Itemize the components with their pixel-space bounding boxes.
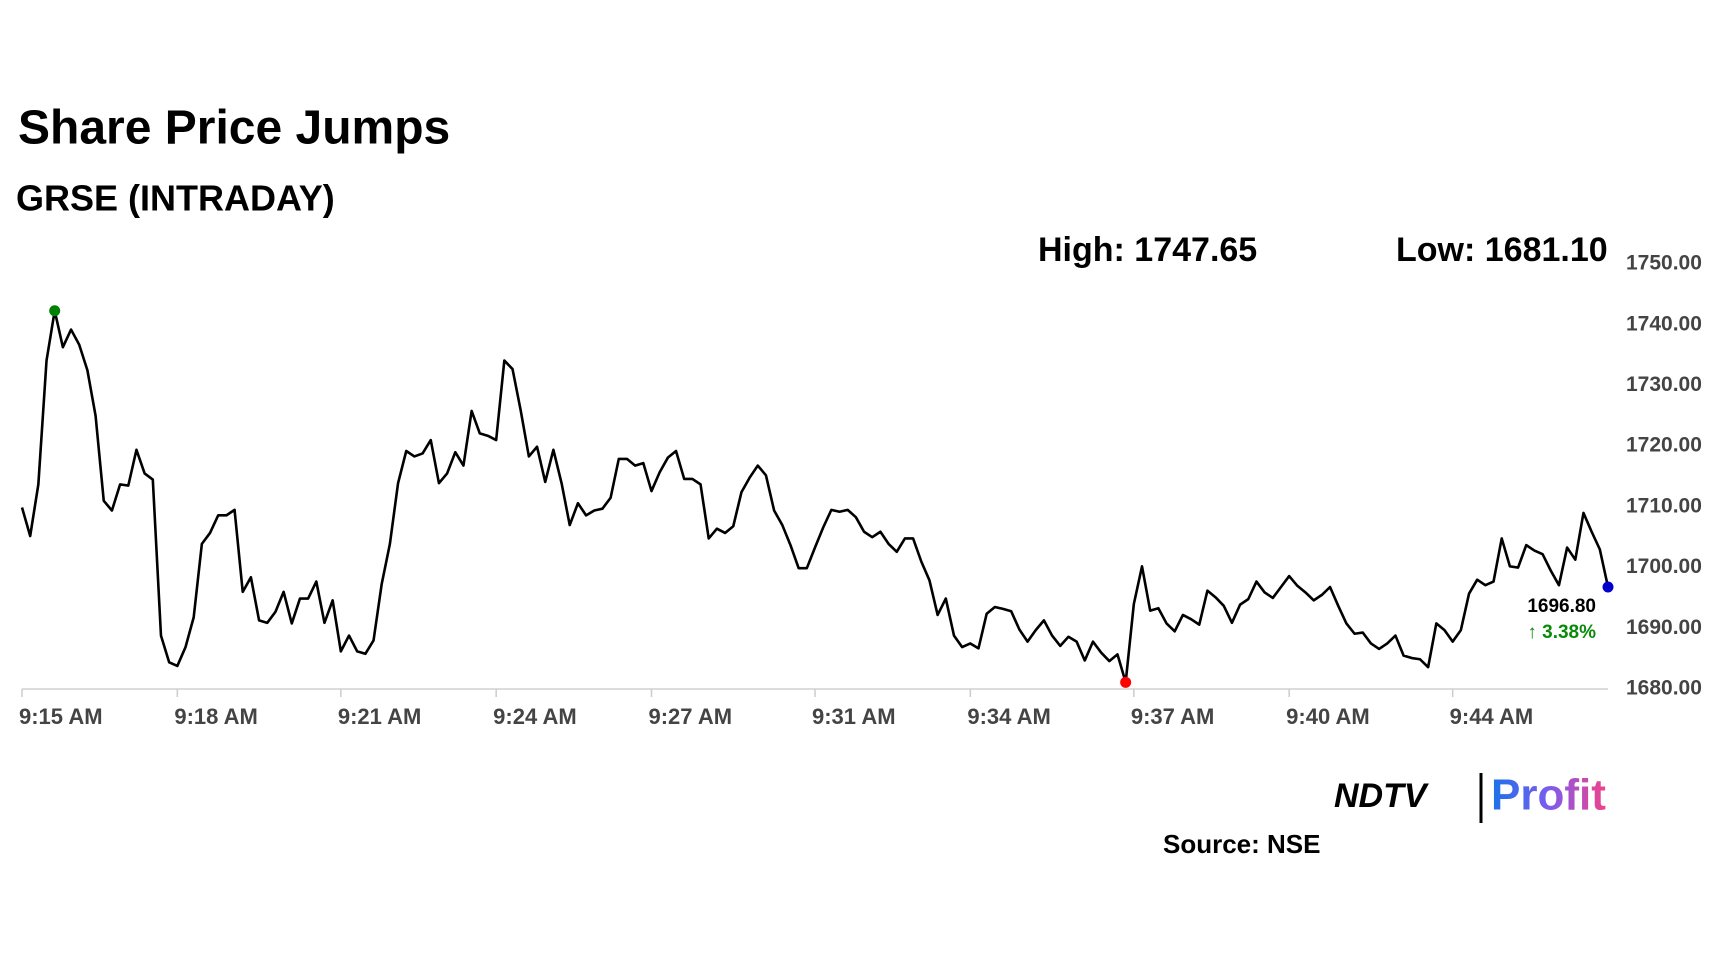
change-label: ↑ 3.38% xyxy=(1527,622,1596,643)
source: Source: NSE xyxy=(1163,829,1321,859)
x-tick-label: 9:37 AM xyxy=(1131,704,1215,729)
x-tick-label: 9:18 AM xyxy=(174,704,258,729)
logo-product: Profit xyxy=(1491,771,1606,820)
x-tick-label: 9:44 AM xyxy=(1450,704,1534,729)
logo-brand: NDTV xyxy=(1334,777,1430,815)
x-tick-label: 9:40 AM xyxy=(1286,704,1370,729)
x-tick-label: 9:31 AM xyxy=(812,704,896,729)
x-tick-label: 9:27 AM xyxy=(648,704,732,729)
y-tick-label: 1740.00 xyxy=(1626,312,1702,335)
x-tick-label: 9:15 AM xyxy=(19,704,103,729)
last-price-label: 1696.80 xyxy=(1527,596,1596,617)
chart-title: Share Price Jumps xyxy=(18,102,450,155)
y-tick-label: 1730.00 xyxy=(1626,373,1702,396)
x-tick-label: 9:34 AM xyxy=(967,704,1051,729)
y-tick-label: 1700.00 xyxy=(1626,555,1702,578)
low-label: Low: 1681.10 xyxy=(1396,231,1608,269)
low-marker xyxy=(1120,676,1132,688)
chart-subtitle: GRSE (INTRADAY) xyxy=(16,178,335,219)
last-marker xyxy=(1602,581,1614,593)
x-tick-label: 9:21 AM xyxy=(338,704,422,729)
y-tick-label: 1710.00 xyxy=(1626,494,1702,517)
high-label: High: 1747.65 xyxy=(1038,231,1257,269)
y-tick-label: 1680.00 xyxy=(1626,677,1702,700)
y-tick-label: 1750.00 xyxy=(1626,252,1702,275)
y-tick-label: 1690.00 xyxy=(1626,616,1702,639)
high-marker xyxy=(49,305,61,317)
price-line xyxy=(20,309,1610,684)
x-tick-label: 9:24 AM xyxy=(493,704,577,729)
y-tick-label: 1720.00 xyxy=(1626,434,1702,457)
